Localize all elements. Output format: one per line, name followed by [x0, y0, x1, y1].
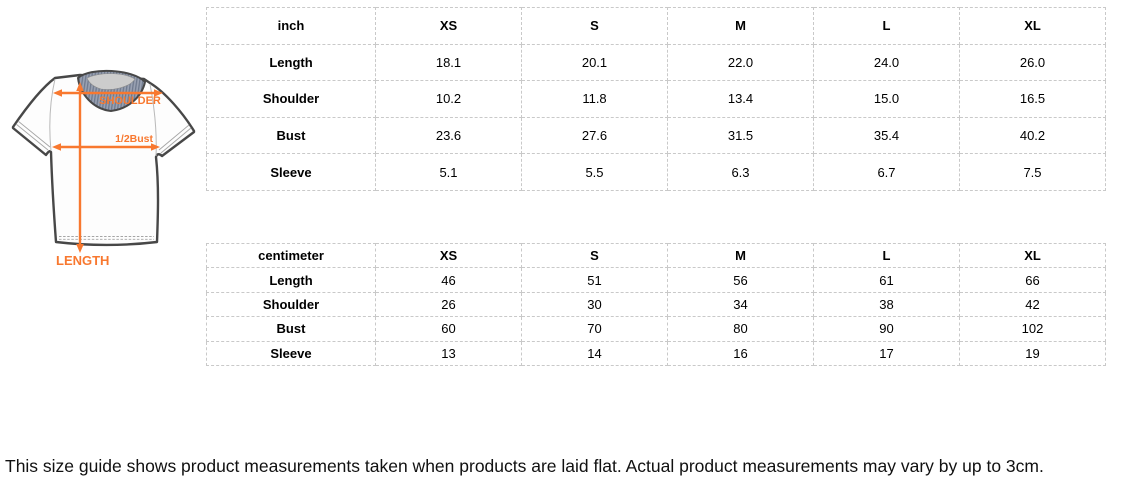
measurement-row: Length 46 51 56 61 66	[206, 267, 1106, 293]
size-column-header: L	[813, 7, 960, 45]
measurement-value-cell: 30	[521, 291, 668, 318]
measurement-label-cell: Length	[206, 43, 376, 82]
measurement-value-cell: 90	[813, 316, 960, 342]
measurement-value-cell: 18.1	[375, 43, 522, 82]
size-column-header: S	[521, 7, 668, 45]
size-column-header: L	[813, 242, 960, 269]
half-bust-arrow	[52, 143, 160, 151]
size-column-header: M	[667, 242, 814, 269]
unit-header-cell: centimeter	[206, 242, 376, 269]
measurement-label-cell: Bust	[206, 316, 376, 342]
unit-header-cell: inch	[206, 7, 376, 45]
measurement-value-cell: 6.3	[667, 153, 814, 191]
measurement-value-cell: 24.0	[813, 43, 960, 82]
size-table-inch: inch XS S M L XL Length 18.1 20.1 22.0 24.0 26.0 Sho…	[206, 7, 1106, 191]
measurement-row: Length 18.1 20.1 22.0 24.0 26.0	[206, 43, 1106, 82]
measurement-value-cell: 7.5	[959, 153, 1106, 191]
measurement-value-cell: 66	[959, 267, 1106, 293]
measurement-value-cell: 31.5	[667, 116, 814, 155]
tshirt-collar	[76, 69, 147, 113]
measurement-row: Bust 23.6 27.6 31.5 35.4 40.2	[206, 116, 1106, 155]
size-table-header-row: inch XS S M L XL	[206, 7, 1106, 45]
measurement-row: Sleeve 5.1 5.5 6.3 6.7 7.5	[206, 153, 1106, 191]
measurement-arrows	[52, 82, 163, 253]
measurement-value-cell: 20.1	[521, 43, 668, 82]
measurement-label-cell: Sleeve	[206, 340, 376, 366]
size-column-header: XS	[375, 7, 522, 45]
measurement-value-cell: 61	[813, 267, 960, 293]
measurement-value-cell: 35.4	[813, 116, 960, 155]
measurement-value-cell: 13	[375, 340, 522, 366]
size-column-header: M	[667, 7, 814, 45]
measurement-value-cell: 23.6	[375, 116, 522, 155]
measurement-value-cell: 11.8	[521, 80, 668, 118]
measurement-value-cell: 17	[813, 340, 960, 366]
size-guide-note: This size guide shows product measuremen…	[5, 456, 1044, 476]
measurement-value-cell: 56	[667, 267, 814, 293]
measurement-value-cell: 102	[959, 316, 1106, 342]
length-arrow	[76, 82, 84, 253]
measurement-row: Shoulder 10.2 11.8 13.4 15.0 16.5	[206, 80, 1106, 118]
measurement-value-cell: 10.2	[375, 80, 522, 118]
shoulder-arrow	[53, 89, 163, 97]
measurement-value-cell: 16	[667, 340, 814, 366]
size-column-header: XL	[959, 242, 1106, 269]
measurement-value-cell: 26.0	[959, 43, 1106, 82]
measurement-value-cell: 6.7	[813, 153, 960, 191]
length-label: LENGTH	[56, 253, 109, 268]
half-bust-label: 1/2Bust	[115, 133, 153, 145]
measurement-value-cell: 19	[959, 340, 1106, 366]
measurement-value-cell: 5.5	[521, 153, 668, 191]
tshirt-measurement-diagram: SHOULDER 1/2Bust LENGTH	[5, 65, 200, 270]
measurement-value-cell: 70	[521, 316, 668, 342]
size-table-header-row: centimeter XS S M L XL	[206, 242, 1106, 269]
measurement-row: Bust 60 70 80 90 102	[206, 316, 1106, 342]
measurement-label-cell: Bust	[206, 116, 376, 155]
size-column-header: S	[521, 242, 668, 269]
measurement-value-cell: 14	[521, 340, 668, 366]
measurement-value-cell: 40.2	[959, 116, 1106, 155]
shoulder-label: SHOULDER	[99, 95, 161, 107]
measurement-label-cell: Shoulder	[206, 80, 376, 118]
size-column-header: XS	[375, 242, 522, 269]
measurement-label-cell: Sleeve	[206, 153, 376, 191]
measurement-value-cell: 46	[375, 267, 522, 293]
measurement-value-cell: 22.0	[667, 43, 814, 82]
measurement-value-cell: 38	[813, 291, 960, 318]
measurement-value-cell: 13.4	[667, 80, 814, 118]
measurement-row: Sleeve 13 14 16 17 19	[206, 340, 1106, 366]
size-table-centimeter: centimeter XS S M L XL Length 46 51 56 61 66 Shoulde…	[206, 242, 1106, 366]
measurement-value-cell: 15.0	[813, 80, 960, 118]
measurement-value-cell: 34	[667, 291, 814, 318]
tshirt-outline	[11, 73, 196, 247]
measurement-value-cell: 60	[375, 316, 522, 342]
measurement-row: Shoulder 26 30 34 38 42	[206, 291, 1106, 318]
size-column-header: XL	[959, 7, 1106, 45]
tshirt-diagram-svg: SHOULDER 1/2Bust LENGTH	[11, 69, 196, 268]
measurement-value-cell: 80	[667, 316, 814, 342]
measurement-value-cell: 51	[521, 267, 668, 293]
measurement-label-cell: Length	[206, 267, 376, 293]
measurement-value-cell: 26	[375, 291, 522, 318]
measurement-value-cell: 16.5	[959, 80, 1106, 118]
measurement-value-cell: 42	[959, 291, 1106, 318]
measurement-value-cell: 27.6	[521, 116, 668, 155]
measurement-label-cell: Shoulder	[206, 291, 376, 318]
measurement-value-cell: 5.1	[375, 153, 522, 191]
